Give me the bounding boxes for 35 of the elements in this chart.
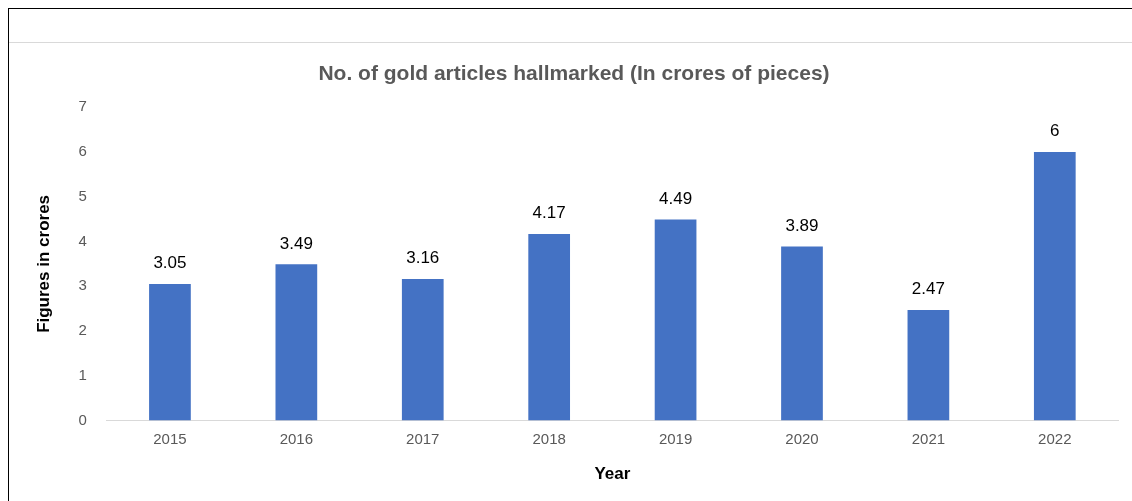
data-label: 3.89 — [785, 215, 819, 235]
bar — [781, 246, 823, 421]
y-tick-label: 6 — [78, 142, 87, 160]
y-tick-label: 2 — [78, 321, 87, 339]
bar — [275, 264, 318, 421]
y-tick-label: 3 — [78, 276, 87, 294]
y-tick-label: 7 — [78, 97, 87, 115]
x-tick-label: 2016 — [279, 429, 314, 447]
data-label: 3.05 — [153, 253, 187, 273]
x-tick-label: 2018 — [532, 429, 566, 447]
x-tick-label: 2021 — [911, 429, 946, 447]
y-tick-label: 5 — [78, 186, 87, 204]
bar — [528, 233, 571, 421]
data-label: 4.17 — [532, 203, 566, 223]
bar — [654, 219, 697, 421]
y-axis-title: Figures in crores — [33, 194, 53, 333]
y-tick-label: 1 — [78, 365, 87, 383]
data-label: 6 — [1050, 121, 1060, 141]
data-label: 3.16 — [406, 248, 440, 268]
x-tick-label: 2017 — [406, 429, 440, 447]
bar — [1033, 151, 1076, 421]
x-tick-label: 2015 — [153, 429, 187, 447]
y-tick-label: 4 — [78, 231, 87, 249]
bar — [401, 279, 444, 421]
x-axis-title: Year — [594, 464, 631, 484]
y-tick-label: 0 — [78, 410, 87, 428]
bar — [907, 310, 950, 421]
x-tick-label: 2019 — [658, 429, 693, 447]
data-label: 4.49 — [659, 188, 693, 208]
x-tick-label: 2022 — [1038, 429, 1072, 447]
x-tick-label: 2020 — [785, 429, 819, 447]
bar — [149, 284, 191, 421]
chart-title: No. of gold articles hallmarked (In crores of pieces) — [318, 61, 830, 85]
data-label: 3.49 — [279, 233, 313, 253]
data-label: 2.47 — [911, 279, 945, 299]
